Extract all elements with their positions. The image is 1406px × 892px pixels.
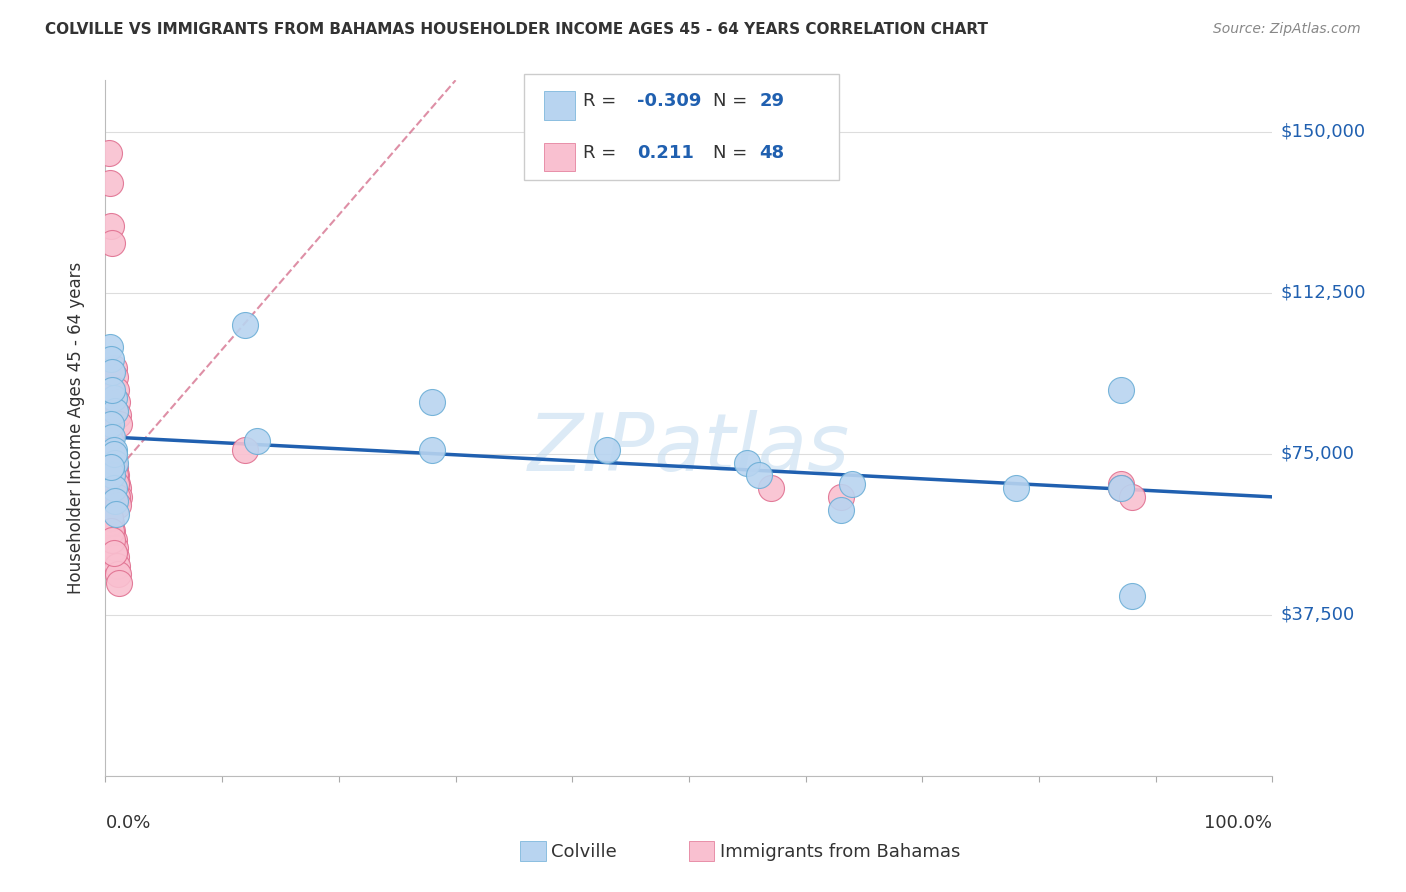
- Point: [104, 549, 127, 564]
- Point: [104, 507, 127, 521]
- Point: [101, 430, 124, 444]
- Point: [98, 434, 121, 448]
- Point: [98, 511, 121, 525]
- Point: [107, 499, 129, 513]
- Text: COLVILLE VS IMMIGRANTS FROM BAHAMAS HOUSEHOLDER INCOME AGES 45 - 64 YEARS CORREL: COLVILLE VS IMMIGRANTS FROM BAHAMAS HOUS…: [45, 22, 988, 37]
- Text: Immigrants from Bahamas: Immigrants from Bahamas: [720, 843, 960, 861]
- Point: [101, 365, 124, 379]
- Point: [737, 456, 759, 470]
- Point: [841, 477, 863, 491]
- Text: 0.0%: 0.0%: [105, 814, 150, 832]
- Text: R =: R =: [583, 144, 617, 161]
- Point: [107, 409, 129, 423]
- Point: [98, 340, 121, 354]
- Point: [104, 468, 127, 483]
- Point: [830, 490, 852, 504]
- Point: [100, 417, 122, 431]
- Point: [107, 481, 129, 495]
- Point: [235, 442, 257, 457]
- Point: [104, 459, 127, 474]
- Point: [596, 442, 619, 457]
- Point: [104, 468, 127, 483]
- Point: [104, 369, 127, 384]
- Point: [103, 361, 125, 376]
- Point: [420, 395, 443, 409]
- Point: [100, 219, 122, 234]
- Point: [103, 533, 125, 547]
- Point: [100, 352, 122, 367]
- Text: Colville: Colville: [551, 843, 617, 861]
- Point: [1109, 481, 1132, 495]
- Point: [101, 383, 124, 397]
- Text: 100.0%: 100.0%: [1205, 814, 1272, 832]
- Point: [104, 494, 127, 508]
- Point: [101, 236, 124, 251]
- Point: [103, 456, 125, 470]
- Point: [105, 558, 128, 573]
- Y-axis label: Householder Income Ages 45 - 64 years: Householder Income Ages 45 - 64 years: [66, 262, 84, 594]
- Point: [748, 468, 770, 483]
- Point: [830, 502, 852, 516]
- Point: [103, 442, 125, 457]
- Point: [101, 533, 124, 547]
- Point: [104, 541, 127, 556]
- Point: [104, 404, 127, 418]
- Text: Source: ZipAtlas.com: Source: ZipAtlas.com: [1213, 22, 1361, 37]
- Point: [105, 395, 128, 409]
- Point: [101, 524, 124, 539]
- Point: [759, 481, 782, 495]
- Point: [101, 468, 124, 483]
- Point: [100, 524, 122, 539]
- Point: [1121, 589, 1143, 603]
- Point: [1109, 383, 1132, 397]
- Text: $75,000: $75,000: [1281, 445, 1355, 463]
- Point: [103, 459, 125, 474]
- Text: 29: 29: [759, 93, 785, 111]
- Point: [420, 442, 443, 457]
- Point: [97, 425, 120, 440]
- Text: ZIPatlas: ZIPatlas: [527, 410, 851, 488]
- Point: [103, 447, 125, 461]
- Point: [98, 434, 121, 448]
- Point: [100, 442, 122, 457]
- Point: [97, 146, 120, 161]
- Point: [103, 546, 125, 560]
- Point: [100, 459, 122, 474]
- Text: N =: N =: [713, 144, 747, 161]
- Text: -0.309: -0.309: [637, 93, 702, 111]
- Point: [108, 417, 131, 431]
- Point: [108, 575, 131, 590]
- Text: $112,500: $112,500: [1281, 284, 1367, 301]
- Point: [100, 442, 122, 457]
- Text: N =: N =: [713, 93, 747, 111]
- Point: [235, 318, 257, 332]
- Point: [104, 383, 127, 397]
- Point: [100, 516, 122, 530]
- Point: [98, 177, 121, 191]
- Point: [1121, 490, 1143, 504]
- Point: [108, 490, 131, 504]
- Point: [104, 477, 127, 491]
- Text: $37,500: $37,500: [1281, 606, 1355, 624]
- Text: 0.211: 0.211: [637, 144, 693, 161]
- Point: [105, 477, 128, 491]
- Point: [1109, 481, 1132, 495]
- Text: $150,000: $150,000: [1281, 123, 1365, 141]
- Point: [104, 456, 127, 470]
- Text: 48: 48: [759, 144, 785, 161]
- Point: [103, 481, 125, 495]
- Point: [246, 434, 269, 448]
- Point: [1109, 477, 1132, 491]
- Point: [107, 567, 129, 582]
- Point: [98, 507, 121, 521]
- Point: [97, 499, 120, 513]
- Text: R =: R =: [583, 93, 617, 111]
- Point: [101, 447, 124, 461]
- Point: [105, 490, 128, 504]
- Point: [1004, 481, 1026, 495]
- Point: [103, 391, 125, 405]
- Point: [101, 456, 124, 470]
